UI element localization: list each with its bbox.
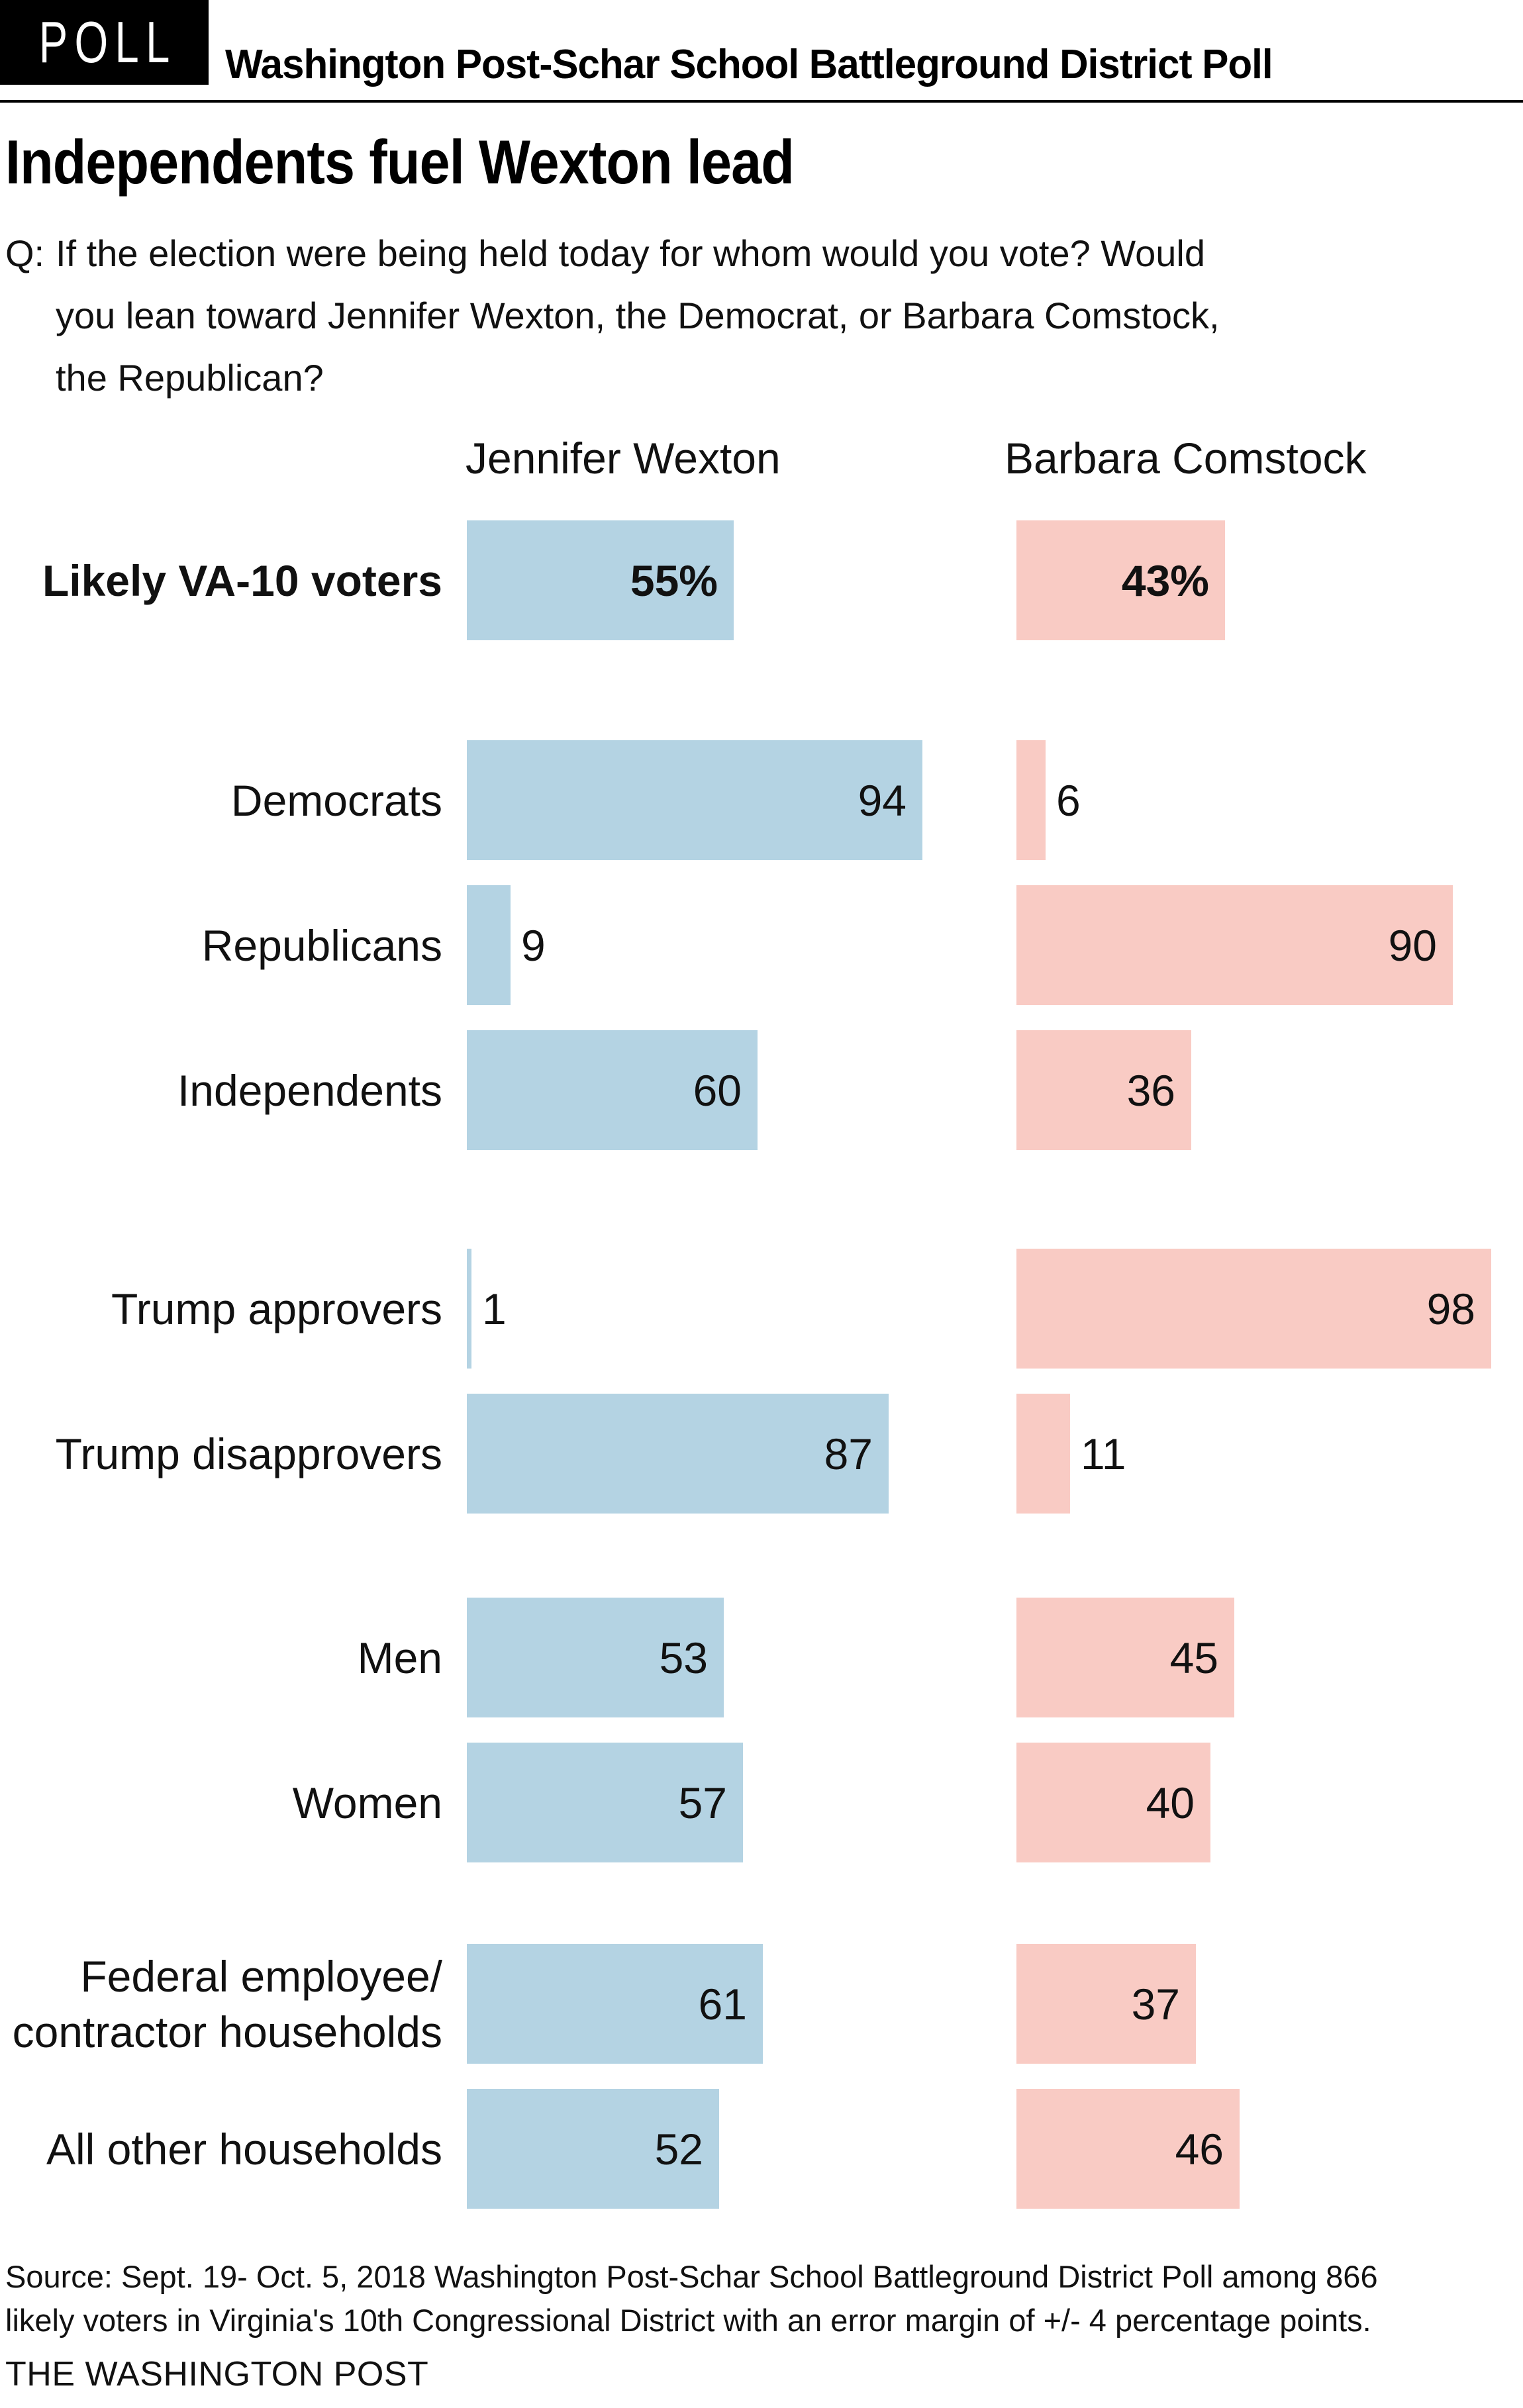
comstock-cell: 40 <box>1016 1743 1523 1862</box>
wexton-cell: 53 <box>467 1598 1523 1717</box>
comstock-bar <box>1016 1394 1070 1514</box>
comstock-bar <box>1016 740 1046 860</box>
poll-badge-label: POLL <box>38 9 177 75</box>
comstock-cell: 90 <box>1016 885 1523 1005</box>
wexton-bar <box>467 2089 719 2209</box>
row-label: All other households <box>46 2124 442 2174</box>
source-note: Source: Sept. 19- Oct. 5, 2018 Washingto… <box>5 2255 1378 2342</box>
poll-badge: POLL <box>0 0 209 85</box>
wexton-bar <box>467 1394 889 1514</box>
comstock-bar-value: 43% <box>1121 555 1209 605</box>
comstock-cell: 98 <box>1016 1249 1523 1369</box>
wexton-bar-value: 9 <box>521 920 546 970</box>
wexton-cell: 57 <box>467 1743 1523 1862</box>
comstock-bar <box>1016 1743 1210 1862</box>
column-header-wexton: Jennifer Wexton <box>466 434 781 483</box>
chart-row: Likely VA-10 voters 55% 43% <box>0 520 1523 640</box>
comstock-bar-value: 98 <box>1426 1284 1475 1333</box>
wexton-cell: 61 <box>467 1944 1523 2064</box>
comstock-cell: 45 <box>1016 1598 1523 1717</box>
comstock-cell: 46 <box>1016 2089 1523 2209</box>
chart-row: Republicans 9 90 <box>0 885 1523 1005</box>
wexton-bar <box>467 520 734 640</box>
wexton-bar <box>467 1598 724 1717</box>
comstock-bar-value: 6 <box>1056 775 1081 825</box>
comstock-cell: 11 <box>1016 1394 1523 1514</box>
question-text: Q: If the election were being held today… <box>5 222 1220 409</box>
comstock-bar-value: 40 <box>1146 1778 1195 1827</box>
row-label: Federal employee/ contractor households <box>12 1951 442 2056</box>
source-line: Source: Sept. 19- Oct. 5, 2018 Washingto… <box>5 2259 1378 2294</box>
question-lines: If the election were being held today fo… <box>56 222 1220 409</box>
wexton-bar-value: 60 <box>693 1065 742 1115</box>
comstock-bar-value: 37 <box>1131 1979 1180 2029</box>
comstock-bar-value: 11 <box>1081 1429 1126 1478</box>
comstock-bar <box>1016 1944 1196 2064</box>
question-prefix: Q: <box>5 232 45 274</box>
washington-post-logo: THE WASHINGTON POST <box>5 2355 429 2393</box>
comstock-bar-value: 46 <box>1175 2124 1224 2174</box>
row-label: Independents <box>177 1065 442 1115</box>
chart-row: Democrats 94 6 <box>0 740 1523 860</box>
chart-row: Men 53 45 <box>0 1598 1523 1717</box>
row-label: Men <box>357 1633 442 1682</box>
question-line: the Republican? <box>56 357 324 399</box>
comstock-cell: 6 <box>1016 740 1523 860</box>
column-header-comstock: Barbara Comstock <box>1005 434 1367 483</box>
wexton-bar-value: 53 <box>659 1633 708 1682</box>
question-line: If the election were being held today fo… <box>56 232 1205 274</box>
row-label: Likely VA-10 voters <box>42 555 442 605</box>
comstock-bar-value: 45 <box>1169 1633 1218 1682</box>
comstock-bar-value: 90 <box>1388 920 1437 970</box>
source-line: likely voters in Virginia's 10th Congres… <box>5 2303 1371 2338</box>
question-line: you lean toward Jennifer Wexton, the Dem… <box>56 295 1220 336</box>
comstock-bar <box>1016 885 1453 1005</box>
comstock-cell: 37 <box>1016 1944 1523 2064</box>
wexton-cell: 55% <box>467 520 1523 640</box>
wexton-bar <box>467 1944 763 2064</box>
wexton-bar <box>467 885 511 1005</box>
chart-row: All other households 52 46 <box>0 2089 1523 2209</box>
header-rule <box>0 100 1523 103</box>
wexton-cell: 94 <box>467 740 1523 860</box>
wexton-cell: 9 <box>467 885 1523 1005</box>
wexton-bar <box>467 740 922 860</box>
chart-row: Women 57 40 <box>0 1743 1523 1862</box>
header-title: Washington Post-Schar School Battlegroun… <box>225 42 1273 87</box>
row-label: Trump approvers <box>111 1284 442 1333</box>
comstock-bar-value: 36 <box>1126 1065 1175 1115</box>
comstock-bar <box>1016 1249 1491 1369</box>
comstock-cell: 43% <box>1016 520 1523 640</box>
row-label: Democrats <box>230 775 442 825</box>
wexton-cell: 1 <box>467 1249 1523 1369</box>
comstock-bar <box>1016 1030 1191 1150</box>
chart-row: Federal employee/ contractor households … <box>0 1944 1523 2064</box>
row-label: Republicans <box>201 920 442 970</box>
wexton-bar-value: 55% <box>630 555 718 605</box>
wexton-cell: 60 <box>467 1030 1523 1150</box>
page-title: Independents fuel Wexton lead <box>5 127 795 197</box>
chart-row: Independents 60 36 <box>0 1030 1523 1150</box>
comstock-bar <box>1016 2089 1240 2209</box>
wexton-cell: 87 <box>467 1394 1523 1514</box>
wexton-bar-value: 1 <box>482 1284 507 1333</box>
wexton-bar <box>467 1249 471 1369</box>
row-label: Women <box>292 1778 442 1827</box>
comstock-bar <box>1016 1598 1234 1717</box>
wexton-bar-value: 87 <box>824 1429 873 1478</box>
comstock-cell: 36 <box>1016 1030 1523 1150</box>
row-label: Trump disapprovers <box>55 1429 442 1478</box>
chart-row: Trump disapprovers 87 11 <box>0 1394 1523 1514</box>
wexton-bar <box>467 1030 758 1150</box>
wexton-bar-value: 52 <box>654 2124 703 2174</box>
wexton-bar-value: 94 <box>858 775 907 825</box>
wexton-cell: 52 <box>467 2089 1523 2209</box>
chart-row: Trump approvers 1 98 <box>0 1249 1523 1369</box>
wexton-bar-value: 57 <box>678 1778 727 1827</box>
comstock-bar <box>1016 520 1225 640</box>
wexton-bar-value: 61 <box>698 1979 747 2029</box>
wexton-bar <box>467 1743 743 1862</box>
